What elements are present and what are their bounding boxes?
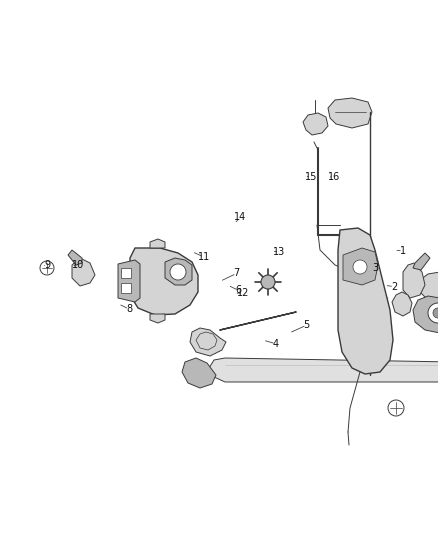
Text: 3: 3 [373, 263, 379, 273]
Circle shape [40, 261, 54, 275]
Text: 6: 6 [236, 286, 242, 295]
Polygon shape [165, 258, 192, 285]
Text: 1: 1 [400, 246, 406, 255]
Text: 2: 2 [391, 282, 397, 292]
Text: 7: 7 [233, 269, 240, 278]
Text: 12: 12 [237, 288, 249, 298]
Polygon shape [130, 248, 198, 315]
Circle shape [428, 303, 438, 323]
Polygon shape [403, 263, 425, 298]
Text: 11: 11 [198, 252, 210, 262]
Polygon shape [413, 253, 430, 270]
Polygon shape [121, 268, 131, 278]
Polygon shape [343, 248, 378, 285]
Polygon shape [190, 328, 226, 356]
Polygon shape [182, 358, 216, 388]
Circle shape [353, 260, 367, 274]
Polygon shape [68, 250, 82, 265]
Text: 16: 16 [328, 172, 340, 182]
Polygon shape [121, 283, 131, 293]
Circle shape [170, 264, 186, 280]
Text: 4: 4 [273, 339, 279, 349]
Circle shape [388, 400, 404, 416]
Circle shape [261, 275, 275, 289]
Polygon shape [328, 98, 372, 128]
Polygon shape [150, 239, 165, 248]
Text: 8: 8 [126, 304, 132, 314]
Polygon shape [118, 260, 140, 302]
Text: 9: 9 [44, 261, 50, 270]
Text: 10: 10 [72, 261, 84, 270]
Text: 14: 14 [234, 213, 246, 222]
Polygon shape [150, 314, 165, 323]
Polygon shape [209, 358, 438, 382]
Circle shape [433, 308, 438, 318]
Polygon shape [338, 228, 393, 374]
Polygon shape [413, 296, 438, 333]
Polygon shape [303, 113, 328, 135]
Polygon shape [392, 292, 412, 316]
Polygon shape [420, 272, 438, 303]
Polygon shape [72, 258, 95, 286]
Text: 13: 13 [273, 247, 286, 256]
Text: 5: 5 [304, 320, 310, 330]
Text: 15: 15 [305, 172, 317, 182]
